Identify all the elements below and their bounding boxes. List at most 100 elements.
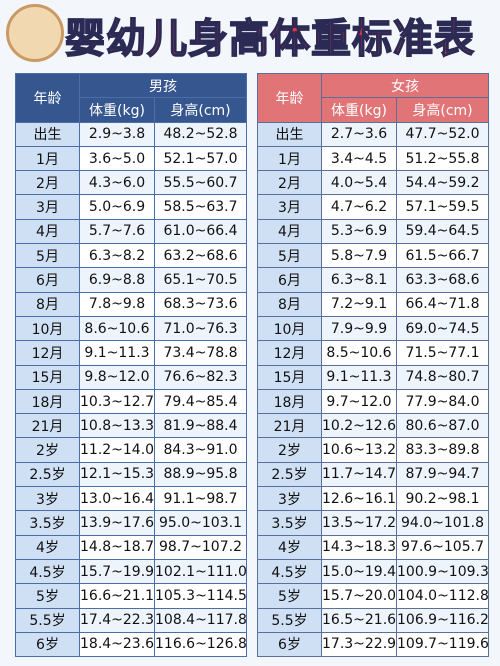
weight-cell: 14.3~18.3 — [321, 534, 397, 560]
age-cell: 8月 — [257, 291, 322, 317]
weight-cell: 16.5~21.6 — [321, 607, 397, 633]
age-cell: 6岁 — [257, 631, 322, 658]
weight-cell: 10.3~12.7 — [79, 388, 155, 415]
height-cell: 108.4~117.8 — [154, 607, 247, 633]
weight-cell: 5.0~6.9 — [79, 194, 155, 220]
weight-cell: 11.7~14.7 — [321, 461, 397, 488]
age-header: 年龄 — [257, 73, 322, 123]
height-cell: 54.4~59.2 — [396, 170, 489, 196]
row: 5岁 15.7~20.0 104.0~112.8 — [257, 583, 489, 609]
weight-cell: 9.1~11.3 — [79, 340, 155, 366]
weight-cell: 13.0~16.4 — [79, 486, 155, 512]
row: 21月 10.2~12.6 80.6~87.0 — [257, 413, 489, 439]
age-cell: 18月 — [15, 388, 80, 415]
height-cell: 77.9~84.0 — [396, 388, 489, 415]
table: 年龄 女孩 体重(kg) 身高(cm) 出生 2.7~3.6 47.7~52.0 1月 3.4~… — [257, 72, 489, 658]
height-cell: 79.4~85.4 — [154, 388, 247, 415]
age-cell: 4.5岁 — [257, 558, 322, 585]
header-row: 体重(kg) 身高(cm) — [258, 97, 489, 123]
row: 4月 5.3~6.9 59.4~64.5 — [257, 218, 489, 245]
height-cell: 80.6~87.0 — [396, 413, 489, 439]
weight-cell: 6.9~8.8 — [79, 267, 155, 293]
weight-cell: 4.3~6.0 — [79, 170, 155, 196]
title: 婴幼儿身高体重标准表 — [64, 15, 475, 63]
weight-cell: 13.5~17.2 — [321, 510, 397, 536]
row: 5.5岁 17.4~22.3 108.4~117.8 — [15, 607, 247, 633]
age-cell: 10月 — [15, 315, 80, 342]
weight-cell: 2.9~3.8 — [79, 121, 155, 147]
age-cell: 2岁 — [257, 437, 322, 463]
row: 21月 10.8~13.3 81.9~88.4 — [15, 413, 247, 439]
weight-header: 体重(kg) — [321, 97, 397, 123]
row: 6岁 17.3~22.9 109.7~119.6 — [257, 631, 489, 658]
height-cell: 97.6~105.7 — [396, 534, 489, 560]
age-cell: 3月 — [15, 194, 80, 220]
age-cell: 6岁 — [15, 631, 80, 658]
weight-cell: 9.8~12.0 — [79, 364, 155, 390]
age-cell: 5月 — [15, 243, 80, 269]
height-cell: 66.4~71.8 — [396, 291, 489, 317]
row: 8月 7.2~9.1 66.4~71.8 — [257, 291, 489, 317]
age-cell: 5月 — [257, 243, 322, 269]
weight-cell: 6.3~8.2 — [79, 243, 155, 269]
age-cell: 15月 — [15, 364, 80, 390]
weight-cell: 18.4~23.6 — [79, 631, 155, 658]
height-cell: 104.0~112.8 — [396, 583, 489, 609]
age-cell: 4岁 — [257, 534, 322, 560]
row: 3岁 13.0~16.4 91.1~98.7 — [15, 486, 247, 512]
height-cell: 91.1~98.7 — [154, 486, 247, 512]
age-cell: 5岁 — [257, 583, 322, 609]
row: 18月 10.3~12.7 79.4~85.4 — [15, 388, 247, 415]
row: 3.5岁 13.9~17.6 95.0~103.1 — [15, 510, 247, 536]
weight-cell: 13.9~17.6 — [79, 510, 155, 536]
row: 15月 9.8~12.0 76.6~82.3 — [15, 364, 247, 390]
age-cell: 15月 — [257, 364, 322, 390]
height-cell: 105.3~114.5 — [154, 583, 247, 609]
height-header: 身高(cm) — [154, 97, 247, 123]
height-cell: 59.4~64.5 — [396, 218, 489, 245]
age-cell: 5.5岁 — [257, 607, 322, 633]
row: 2岁 10.6~13.2 83.3~89.8 — [257, 437, 489, 463]
row: 2.5岁 12.1~15.3 88.9~95.8 — [15, 461, 247, 488]
height-cell: 90.2~98.1 — [396, 486, 489, 512]
weight-cell: 12.6~16.1 — [321, 486, 397, 512]
height-cell: 95.0~103.1 — [154, 510, 247, 536]
age-cell: 2月 — [257, 170, 322, 196]
weight-cell: 5.7~7.6 — [79, 218, 155, 245]
weight-cell: 15.0~19.4 — [321, 558, 397, 585]
age-cell: 5.5岁 — [15, 607, 80, 633]
group-header: 男孩 — [79, 72, 247, 99]
icon — [6, 4, 64, 62]
row: 5月 6.3~8.2 63.2~68.6 — [15, 243, 247, 269]
weight-cell: 7.8~9.8 — [79, 291, 155, 317]
weight-cell: 9.1~11.3 — [321, 364, 397, 390]
row: 12月 9.1~11.3 73.4~78.8 — [15, 340, 247, 366]
weight-cell: 5.8~7.9 — [321, 243, 397, 269]
height-cell: 100.9~109.3 — [396, 558, 489, 585]
age-cell: 8月 — [15, 291, 80, 317]
row: 2月 4.3~6.0 55.5~60.7 — [15, 170, 247, 196]
age-cell: 出生 — [257, 121, 322, 147]
row: 12月 8.5~10.6 71.5~77.1 — [257, 340, 489, 366]
weight-cell: 10.6~13.2 — [321, 437, 397, 463]
row: 3月 5.0~6.9 58.5~63.7 — [15, 194, 247, 220]
age-cell: 1月 — [15, 145, 80, 172]
header-row: 体重(kg) 身高(cm) — [16, 97, 247, 123]
row: 18月 9.7~12.0 77.9~84.0 — [257, 388, 489, 415]
row: 4岁 14.3~18.3 97.6~105.7 — [257, 534, 489, 560]
row: 4.5岁 15.7~19.9 102.1~111.0 — [15, 558, 247, 585]
height-cell: 71.0~76.3 — [154, 315, 247, 342]
weight-cell: 8.5~10.6 — [321, 340, 397, 366]
weight-cell: 6.3~8.1 — [321, 267, 397, 293]
age-cell: 6月 — [257, 267, 322, 293]
weight-cell: 12.1~15.3 — [79, 461, 155, 488]
height-cell: 63.2~68.6 — [154, 243, 247, 269]
weight-cell: 9.7~12.0 — [321, 388, 397, 415]
height-cell: 65.1~70.5 — [154, 267, 247, 293]
weight-cell: 7.2~9.1 — [321, 291, 397, 317]
height-cell: 116.6~126.8 — [154, 631, 247, 658]
row: 4岁 14.8~18.7 98.7~107.2 — [15, 534, 247, 560]
age-cell: 21月 — [15, 413, 80, 439]
row: 2岁 11.2~14.0 84.3~91.0 — [15, 437, 247, 463]
weight-cell: 4.0~5.4 — [321, 170, 397, 196]
